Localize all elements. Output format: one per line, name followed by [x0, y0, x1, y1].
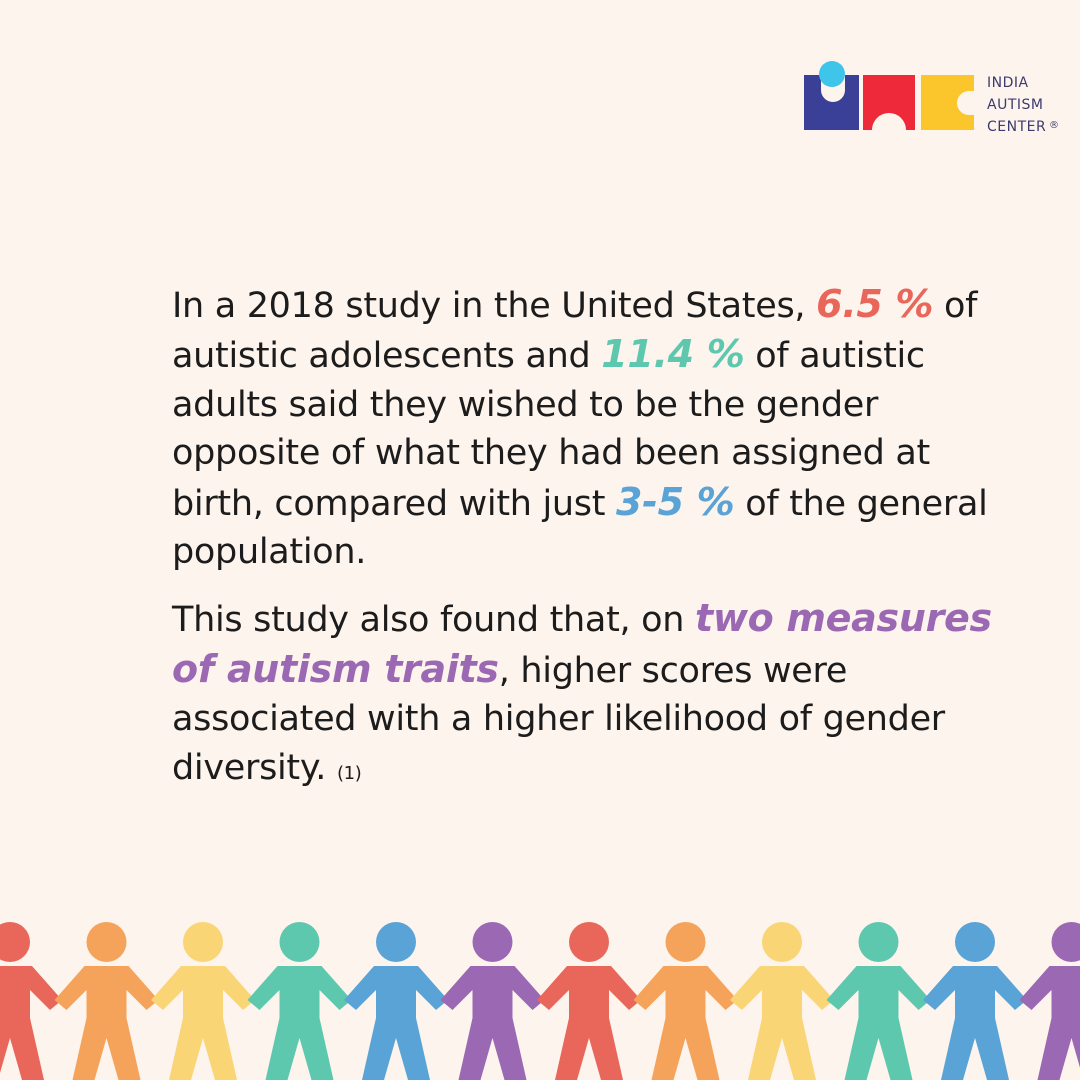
person-figure [151, 922, 255, 1080]
person-figure [344, 922, 448, 1080]
stat-adults: 11.4 % [601, 332, 745, 377]
person-figure [247, 922, 352, 1080]
paragraph-traits: This study also found that, on two measu… [172, 594, 1032, 798]
person-body [151, 966, 255, 1080]
person-head [376, 922, 416, 962]
person-figure [0, 922, 62, 1080]
person-body [440, 966, 545, 1080]
person-head [955, 922, 995, 962]
logo-mark-icon [804, 61, 974, 130]
person-head [472, 922, 513, 962]
stat-general-population: 3-5 % [615, 479, 735, 524]
person-figure [826, 922, 931, 1080]
p1-text-4: of the general population. [172, 483, 988, 573]
p1-text-2: of autistic adolescents and [172, 286, 978, 377]
person-figure [923, 922, 1027, 1080]
logo-navy-block [804, 75, 859, 130]
person-body [344, 966, 448, 1080]
p2-text-1: This study also found that, on [172, 600, 695, 641]
person-head [1051, 922, 1080, 962]
person-figure [1019, 922, 1080, 1080]
person-figure [54, 922, 159, 1080]
person-head [858, 922, 899, 962]
person-figure [633, 922, 738, 1080]
logo-wordmark: INDIA AUTISM CENTER [987, 72, 1046, 138]
person-body [826, 966, 931, 1080]
person-body [730, 966, 834, 1080]
person-figure [537, 922, 641, 1080]
person-body [923, 966, 1027, 1080]
logo-yellow-c [921, 75, 974, 130]
p2-text-2: , higher scores were associated with a h… [172, 650, 945, 788]
person-body [54, 966, 159, 1080]
person-body [633, 966, 738, 1080]
person-head [279, 922, 320, 962]
person-figure [440, 922, 545, 1080]
logo-line-2: AUTISM [987, 97, 1044, 113]
person-head [86, 922, 127, 962]
stat-adolescents: 6.5 % [816, 282, 934, 326]
highlight-autism-traits: two measures of autism traits [172, 596, 992, 691]
person-body [247, 966, 352, 1080]
person-head [665, 922, 706, 962]
person-body [537, 966, 641, 1080]
registered-mark: ® [1049, 120, 1059, 131]
logo-line-3: CENTER [987, 119, 1047, 135]
people-chain [0, 922, 1080, 1080]
person-body [0, 966, 62, 1080]
p1-text-1: In a 2018 study in the United States, [172, 286, 817, 326]
person-head [569, 922, 609, 962]
india-autism-center-logo: INDIA AUTISM CENTER ® [803, 60, 1073, 135]
person-head [0, 922, 30, 962]
logo-cyan-dot [819, 61, 845, 87]
p1-text-3: of autistic adults said they wished to b… [172, 336, 930, 524]
person-head [762, 922, 802, 962]
logo-line-1: INDIA [987, 75, 1029, 91]
main-copy: In a 2018 study in the United States, 6.… [172, 280, 1032, 798]
person-body [1019, 966, 1080, 1080]
person-figure [730, 922, 834, 1080]
logo-red-arch [863, 75, 915, 130]
paragraph-study-stats: In a 2018 study in the United States, 6.… [172, 280, 1032, 576]
person-head [183, 922, 223, 962]
citation: (1) [336, 762, 362, 784]
